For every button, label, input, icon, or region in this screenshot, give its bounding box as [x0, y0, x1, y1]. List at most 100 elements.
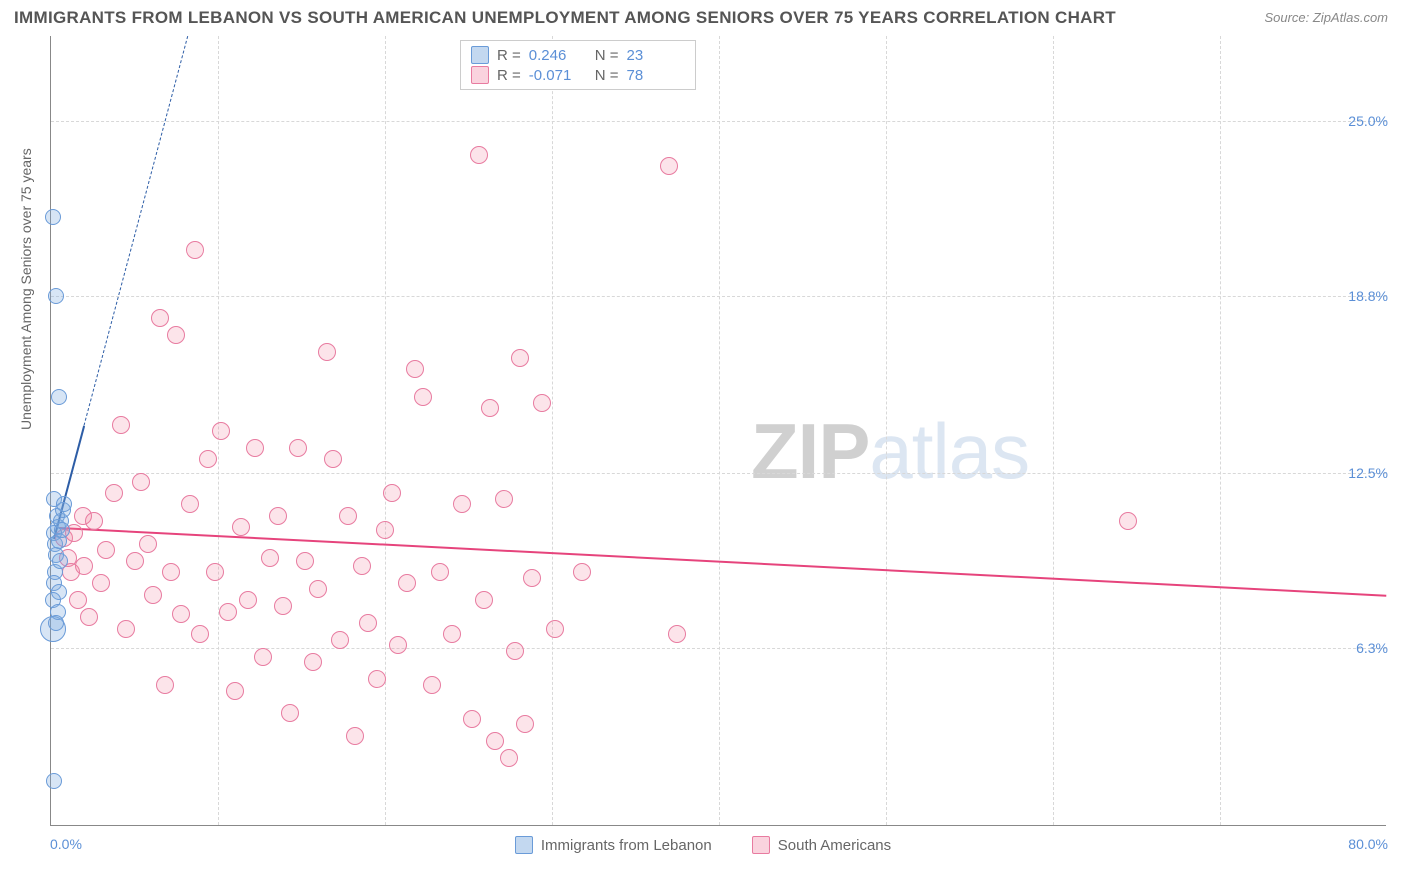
trend-line-extrapolated [84, 36, 189, 426]
scatter-point [181, 495, 199, 513]
gridline-vertical [552, 36, 553, 825]
legend-swatch [471, 46, 489, 64]
legend-r-value: 0.246 [529, 47, 587, 64]
scatter-point [97, 541, 115, 559]
scatter-point [52, 553, 68, 569]
legend-swatch [515, 836, 533, 854]
scatter-point [151, 309, 169, 327]
scatter-point [516, 715, 534, 733]
y-tick-label: 25.0% [1348, 113, 1388, 129]
scatter-point [443, 625, 461, 643]
scatter-point [406, 360, 424, 378]
y-tick-label: 6.3% [1356, 640, 1388, 656]
scatter-point [105, 484, 123, 502]
watermark-zip: ZIP [751, 407, 869, 495]
scatter-point [167, 326, 185, 344]
scatter-point [239, 591, 257, 609]
scatter-point [546, 620, 564, 638]
scatter-point [206, 563, 224, 581]
scatter-point [398, 574, 416, 592]
scatter-point [1119, 512, 1137, 530]
scatter-point [69, 591, 87, 609]
scatter-point [463, 710, 481, 728]
gridline-vertical [886, 36, 887, 825]
scatter-point [296, 552, 314, 570]
scatter-point [346, 727, 364, 745]
scatter-point [475, 591, 493, 609]
scatter-point [486, 732, 504, 750]
legend-series-item: South Americans [752, 836, 891, 854]
scatter-point [144, 586, 162, 604]
scatter-point [353, 557, 371, 575]
scatter-point [368, 670, 386, 688]
scatter-point [274, 597, 292, 615]
scatter-point [46, 773, 62, 789]
scatter-point [212, 422, 230, 440]
scatter-point [414, 388, 432, 406]
scatter-point [139, 535, 157, 553]
scatter-point [383, 484, 401, 502]
scatter-point [309, 580, 327, 598]
trend-line [59, 527, 1387, 597]
y-axis-label: Unemployment Among Seniors over 75 years [18, 148, 34, 430]
scatter-point [191, 625, 209, 643]
scatter-point [126, 552, 144, 570]
scatter-point [376, 521, 394, 539]
legend-stats-row: R =-0.071N =78 [471, 65, 685, 85]
scatter-point [51, 389, 67, 405]
legend-n-value: 23 [627, 47, 685, 64]
legend-swatch [752, 836, 770, 854]
gridline-vertical [719, 36, 720, 825]
watermark: ZIPatlas [751, 406, 1029, 497]
legend-r-value: -0.071 [529, 67, 587, 84]
scatter-point [506, 642, 524, 660]
scatter-point [172, 605, 190, 623]
scatter-point [318, 343, 336, 361]
scatter-point [289, 439, 307, 457]
scatter-point [339, 507, 357, 525]
scatter-point [54, 522, 70, 538]
scatter-point [359, 614, 377, 632]
scatter-point [324, 450, 342, 468]
x-min-label: 0.0% [50, 836, 82, 852]
y-tick-label: 12.5% [1348, 465, 1388, 481]
scatter-point [254, 648, 272, 666]
scatter-point [226, 682, 244, 700]
legend-series: Immigrants from Lebanon South Americans [0, 836, 1406, 854]
y-tick-label: 18.8% [1348, 288, 1388, 304]
scatter-point [80, 608, 98, 626]
legend-stats-row: R =0.246N =23 [471, 45, 685, 65]
scatter-point [92, 574, 110, 592]
scatter-point [132, 473, 150, 491]
legend-swatch [471, 66, 489, 84]
scatter-point [573, 563, 591, 581]
scatter-point [162, 563, 180, 581]
plot-area: ZIPatlas [50, 36, 1386, 826]
scatter-point [186, 241, 204, 259]
scatter-point [156, 676, 174, 694]
scatter-point [523, 569, 541, 587]
scatter-point [45, 209, 61, 225]
legend-r-label: R = [497, 67, 521, 84]
scatter-point [668, 625, 686, 643]
legend-n-value: 78 [627, 67, 685, 84]
scatter-point [75, 557, 93, 575]
gridline-vertical [1053, 36, 1054, 825]
scatter-point [533, 394, 551, 412]
scatter-point [48, 288, 64, 304]
scatter-point [56, 496, 72, 512]
scatter-point [112, 416, 130, 434]
scatter-point [389, 636, 407, 654]
chart-title: IMMIGRANTS FROM LEBANON VS SOUTH AMERICA… [14, 8, 1116, 28]
legend-series-label: South Americans [778, 837, 891, 854]
legend-n-label: N = [595, 47, 619, 64]
scatter-point [500, 749, 518, 767]
source-label: Source: ZipAtlas.com [1264, 10, 1388, 25]
scatter-point [232, 518, 250, 536]
scatter-point [281, 704, 299, 722]
legend-series-item: Immigrants from Lebanon [515, 836, 712, 854]
scatter-point [431, 563, 449, 581]
scatter-point [261, 549, 279, 567]
legend-series-label: Immigrants from Lebanon [541, 837, 712, 854]
scatter-point [331, 631, 349, 649]
